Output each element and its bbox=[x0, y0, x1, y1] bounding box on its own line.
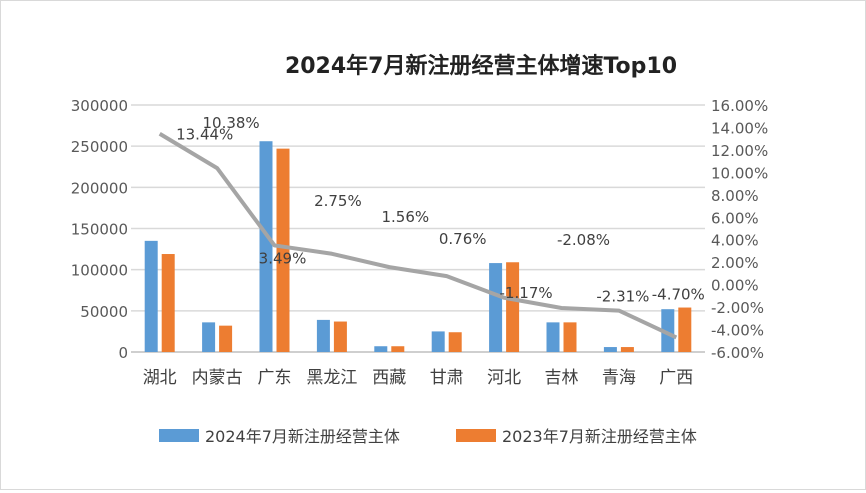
right-tick-label: 6.00% bbox=[711, 209, 759, 227]
growth-line bbox=[158, 132, 678, 340]
data-label: 2.75% bbox=[314, 192, 362, 210]
right-tick-label: 4.00% bbox=[711, 232, 759, 250]
bar-2024 bbox=[431, 331, 445, 352]
data-label: -4.70% bbox=[652, 285, 705, 303]
bar-2023 bbox=[276, 148, 290, 352]
bar-2023 bbox=[448, 332, 462, 352]
right-tick-label: 10.00% bbox=[711, 164, 768, 182]
bar-2023 bbox=[506, 262, 520, 352]
bar-2024 bbox=[603, 347, 617, 352]
data-label: 13.44% bbox=[176, 126, 233, 144]
category-label: 吉林 bbox=[545, 368, 579, 388]
data-label: -2.31% bbox=[596, 288, 649, 306]
category-label: 广东 bbox=[258, 368, 292, 388]
category-label: 青海 bbox=[602, 368, 636, 388]
left-tick-label: 250000 bbox=[71, 138, 128, 156]
right-tick-label: -4.00% bbox=[711, 322, 764, 340]
legend-label: 2023年7月新注册经营主体 bbox=[502, 427, 697, 446]
chart-title: 2024年7月新注册经营主体增速Top10 bbox=[285, 53, 677, 79]
bar-2023 bbox=[563, 322, 577, 352]
data-label: -2.08% bbox=[557, 231, 610, 249]
right-tick-label: -6.00% bbox=[711, 344, 764, 362]
left-tick-label: 0 bbox=[118, 344, 128, 362]
bar-2023 bbox=[219, 325, 233, 352]
category-label: 内蒙古 bbox=[192, 368, 243, 388]
bar-2024 bbox=[144, 240, 158, 352]
bar-2024 bbox=[489, 263, 503, 352]
legend-swatch bbox=[159, 429, 199, 442]
data-label: -1.17% bbox=[500, 284, 553, 302]
left-tick-label: 150000 bbox=[71, 221, 128, 239]
right-tick-label: 14.00% bbox=[711, 119, 768, 137]
right-tick-label: 16.00% bbox=[711, 97, 768, 115]
data-label: 3.49% bbox=[259, 249, 307, 267]
category-label: 广西 bbox=[659, 368, 693, 388]
category-label: 河北 bbox=[487, 368, 521, 388]
bar-2023 bbox=[161, 254, 175, 352]
bar-2024 bbox=[374, 346, 388, 352]
bar-2023 bbox=[333, 321, 347, 352]
left-tick-label: 200000 bbox=[71, 179, 128, 197]
right-tick-label: 12.00% bbox=[711, 142, 768, 160]
right-tick-label: -2.00% bbox=[711, 299, 764, 317]
category-label: 西藏 bbox=[372, 368, 406, 388]
right-tick-label: 2.00% bbox=[711, 254, 759, 272]
category-label: 黑龙江 bbox=[306, 368, 357, 388]
left-tick-label: 300000 bbox=[71, 97, 128, 115]
bar-2023 bbox=[391, 346, 405, 352]
left-tick-label: 100000 bbox=[71, 262, 128, 280]
bar-2024 bbox=[316, 319, 330, 352]
right-tick-label: 8.00% bbox=[711, 187, 759, 205]
bar-2024 bbox=[259, 141, 273, 352]
bar-2023 bbox=[678, 307, 692, 352]
data-label: 10.38% bbox=[202, 114, 259, 132]
bar-2024 bbox=[661, 309, 675, 352]
bar-2023 bbox=[620, 347, 634, 352]
category-label: 湖北 bbox=[143, 368, 177, 388]
legend-swatch bbox=[456, 429, 496, 442]
category-label: 甘肃 bbox=[430, 368, 464, 388]
legend-label: 2024年7月新注册经营主体 bbox=[205, 427, 400, 446]
bar-2024 bbox=[202, 322, 216, 352]
data-label: 0.76% bbox=[439, 230, 487, 248]
bar-2024 bbox=[546, 322, 560, 352]
left-tick-label: 50000 bbox=[80, 303, 128, 321]
right-tick-label: 0.00% bbox=[711, 277, 759, 295]
data-label: 1.56% bbox=[381, 208, 429, 226]
